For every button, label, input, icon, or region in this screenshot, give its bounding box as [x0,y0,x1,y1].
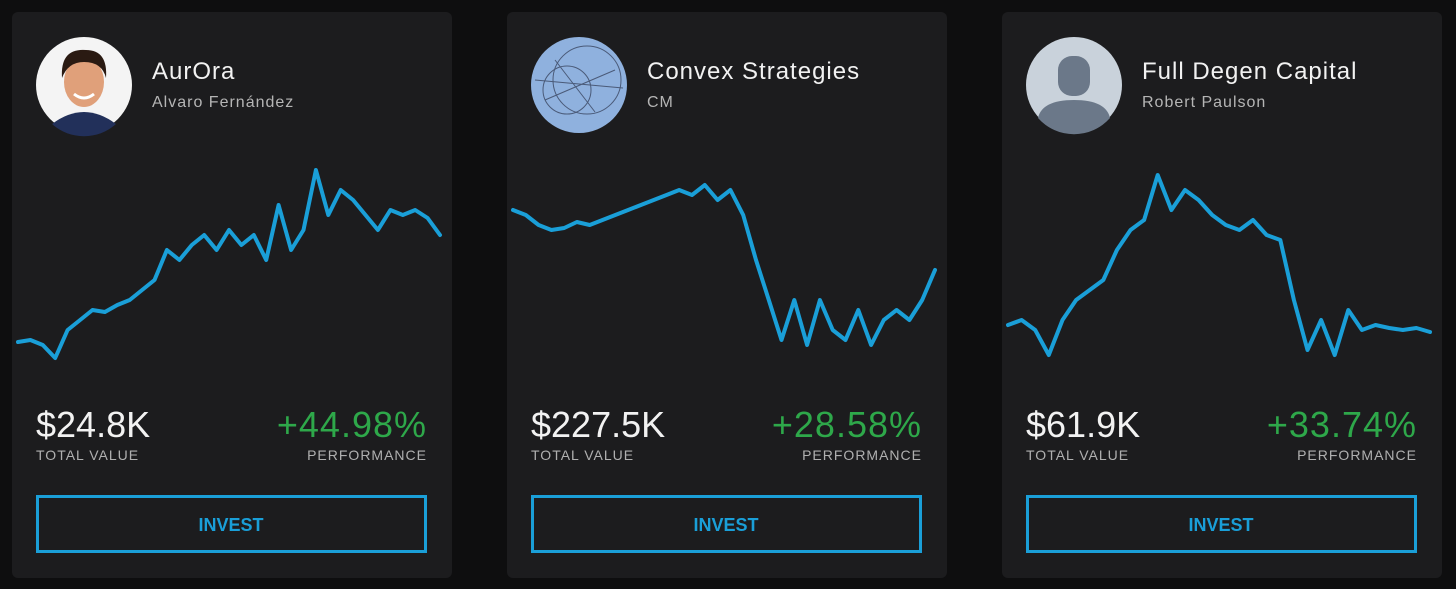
button-label[interactable]: INVEST [693,515,758,535]
button-border [531,495,922,553]
button-border [36,495,427,553]
manager-name: Alvaro Fernández [152,94,294,111]
avatar-body [1038,100,1110,135]
fund-card: Full Degen Capital Robert Paulson $61.9K TO… [1002,12,1442,578]
performance-caption: PERFORMANCE [802,447,922,463]
invest-button[interactable]: INVEST [1026,495,1417,553]
card-background [12,12,452,578]
manager-name: CM [647,94,674,111]
performance-caption: PERFORMANCE [307,447,427,463]
performance: +44.98% [277,404,427,445]
avatar-head [1058,56,1090,96]
fund-card: Convex Strategies CM $227.5K TOTAL VALUE +28… [507,12,947,578]
performance: +33.74% [1267,404,1417,445]
total-value: $24.8K [36,404,150,445]
fund-name: Convex Strategies [647,58,860,85]
total-value: $227.5K [531,404,665,445]
avatar-hair [61,49,107,78]
button-label[interactable]: INVEST [198,515,263,535]
total-value-caption: TOTAL VALUE [36,447,139,463]
button-label[interactable]: INVEST [1188,515,1253,535]
invest-button[interactable]: INVEST [36,495,427,553]
sparkline [511,183,937,347]
sparkline [1006,173,1432,357]
invest-button[interactable]: INVEST [531,495,922,553]
avatar-geometry [552,45,622,115]
fund-name: AurOra [152,58,235,85]
manager-name: Robert Paulson [1142,94,1266,111]
total-value-caption: TOTAL VALUE [1026,447,1129,463]
total-value-caption: TOTAL VALUE [531,447,634,463]
performance-caption: PERFORMANCE [1297,447,1417,463]
avatar-geometry [534,59,624,113]
total-value: $61.9K [1026,404,1140,445]
sparkline [16,168,442,360]
performance: +28.58% [772,404,922,445]
button-border [1026,495,1417,553]
fund-card: AurOra Alvaro Fernández $24.8K TOTAL VALUE +… [12,12,452,578]
card-background [1002,12,1442,578]
fund-name: Full Degen Capital [1142,58,1357,85]
card-background [507,12,947,578]
avatar-smile [73,92,95,100]
avatar-geometry [542,65,592,115]
avatar-shirt [52,112,116,137]
